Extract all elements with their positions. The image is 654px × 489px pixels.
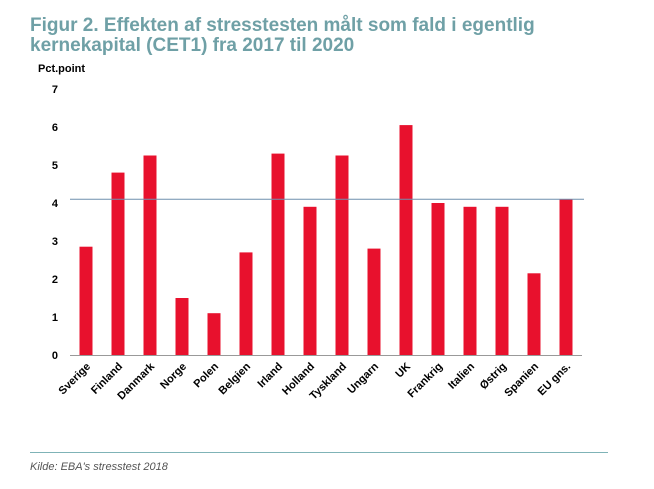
y-tick-label: 6 [52, 122, 58, 134]
bar-holland [303, 206, 317, 355]
bars [79, 125, 573, 355]
footer-divider [30, 452, 608, 453]
bar-italien [463, 206, 477, 355]
chart-title: Figur 2. Effekten af stresstesten målt s… [30, 16, 630, 56]
bar-østrig [495, 206, 509, 355]
x-tick-label: Norge [158, 361, 189, 392]
x-tick-label: Østrig [478, 361, 509, 392]
bar-uk [399, 125, 413, 355]
x-tick-label: Ungarn [345, 360, 381, 396]
source-note: Kilde: EBA's stresstest 2018 [30, 461, 168, 473]
chart-title-line-2: kernekapital (CET1) fra 2017 til 2020 [30, 35, 355, 56]
x-tick-label: EU gns. [536, 361, 573, 398]
bar-sverige [79, 246, 93, 355]
bar-finland [111, 172, 125, 355]
bar-chart: Pct.point 0 1 2 3 4 5 6 7 SverigeFinlandDanmark… [38, 63, 584, 402]
y-axis-label: Pct.point [38, 63, 85, 75]
bar-belgien [239, 252, 253, 355]
bar-norge [175, 298, 189, 355]
y-tick-label: 1 [52, 312, 58, 324]
x-tick-label: Spanien [502, 360, 541, 399]
x-tick-label: UK [393, 361, 413, 381]
bar-frankrig [431, 203, 445, 355]
chart-title-line-1: Figur 2. Effekten af stresstesten målt s… [30, 15, 535, 36]
y-axis-ticks: 0 1 2 3 4 5 6 7 [52, 84, 59, 362]
bar-danmark [143, 155, 157, 355]
x-tick-label: Frankrig [406, 361, 446, 401]
y-tick-label: 4 [52, 198, 59, 210]
x-tick-label: Polen [191, 360, 221, 390]
x-tick-label: Belgien [217, 360, 254, 397]
y-tick-label: 3 [52, 236, 58, 248]
bar-spanien [527, 273, 541, 355]
x-tick-label: Sverige [57, 361, 94, 398]
y-tick-label: 5 [52, 160, 58, 172]
y-tick-label: 2 [52, 274, 58, 286]
x-tick-label: Irland [255, 361, 285, 391]
bar-polen [207, 313, 221, 355]
x-tick-label: Italien [446, 360, 477, 391]
bar-eu-gns- [559, 199, 573, 355]
y-tick-label: 7 [52, 84, 58, 96]
bar-ungarn [367, 248, 381, 355]
bar-irland [271, 153, 285, 355]
bar-tyskland [335, 155, 349, 355]
y-tick-label: 0 [52, 350, 58, 362]
